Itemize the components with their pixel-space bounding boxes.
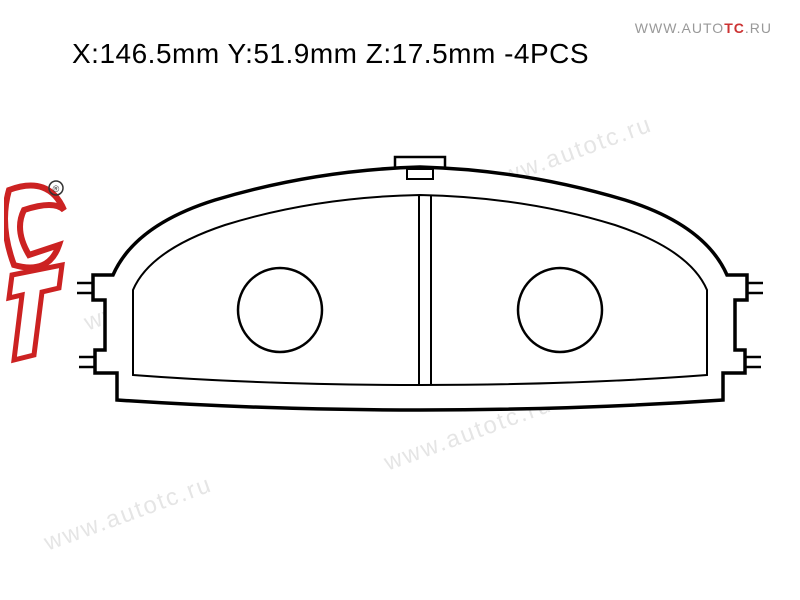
registered-mark: ®: [53, 184, 60, 194]
top-notch-inner: [407, 169, 433, 179]
brake-pad-diagram: [75, 155, 765, 445]
watermark-www: WWW.AUTO: [635, 20, 724, 36]
watermark-tc: TC: [724, 20, 745, 36]
dimensions-label: X:146.5mm Y:51.9mm Z:17.5mm -4PCS: [72, 38, 589, 70]
watermark-diagonal: www.autotc.ru: [41, 471, 217, 558]
ctr-logo: ®: [4, 160, 74, 400]
watermark-ru: .RU: [745, 20, 772, 36]
watermark-url: WWW.AUTOTC.RU: [635, 20, 772, 36]
